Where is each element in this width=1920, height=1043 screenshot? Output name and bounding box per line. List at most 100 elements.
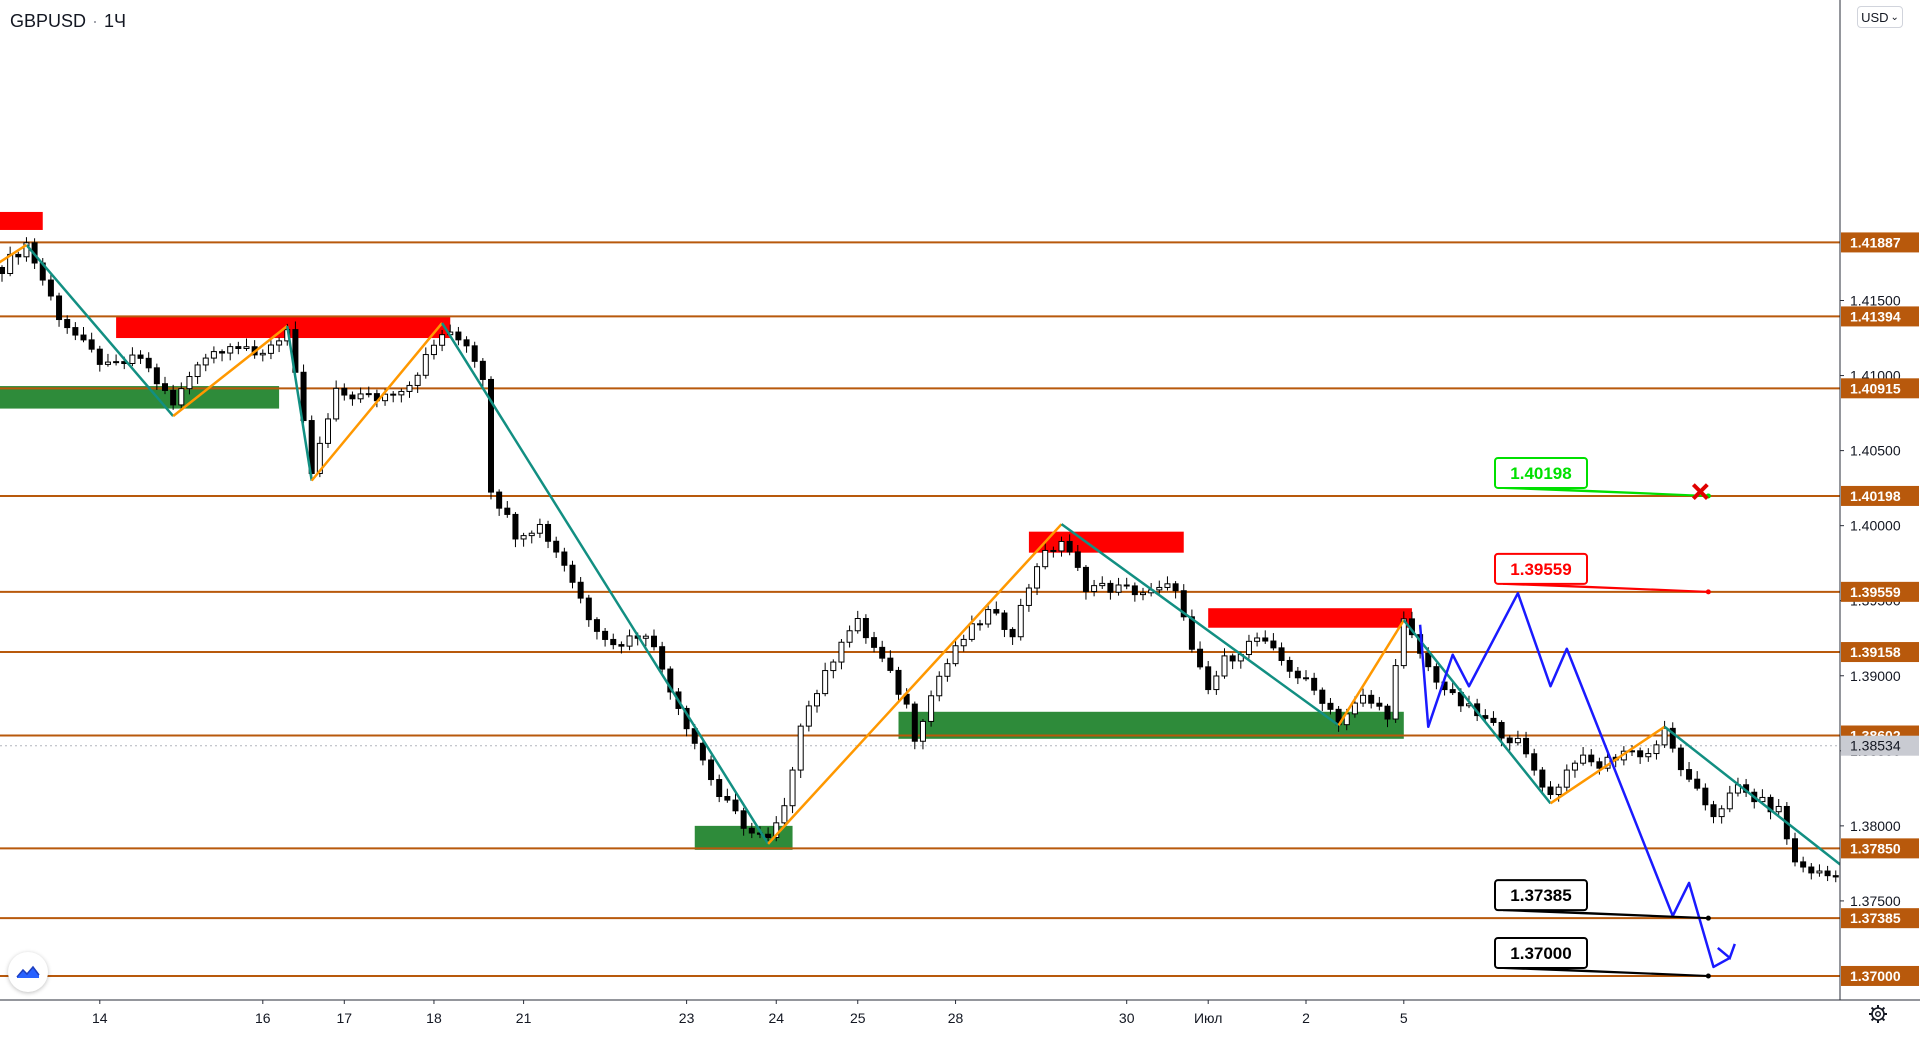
header-separator: · <box>92 10 99 31</box>
callout-box <box>1494 552 1588 585</box>
candle-body <box>626 635 633 647</box>
time-axis-bg <box>0 1000 1920 1038</box>
zones-layer <box>0 211 1412 850</box>
tradingview-logo-icon[interactable] <box>8 952 48 992</box>
candle-body <box>830 661 837 672</box>
candle-body <box>1400 618 1407 667</box>
candle-body <box>1205 666 1212 691</box>
y-tick-label: 1.40000 <box>1850 518 1901 534</box>
candle-body <box>113 361 120 364</box>
candle-body <box>325 418 331 444</box>
gear-shape <box>1869 1005 1887 1023</box>
candle-body <box>659 646 666 670</box>
candle-body <box>1009 628 1016 638</box>
candle-body <box>1034 566 1041 589</box>
level-price-label: 1.41887 <box>1850 234 1901 250</box>
candle-body <box>838 641 845 663</box>
candle-body <box>1800 861 1807 868</box>
candle-body <box>1221 655 1228 677</box>
callout-label: 1.37000 <box>1510 944 1571 963</box>
candle-body <box>1425 652 1432 668</box>
current-price-label: 1.38534 <box>1850 738 1901 754</box>
zigzag-up-leg <box>767 523 1063 845</box>
candle-body <box>365 393 372 396</box>
candle-body <box>1042 549 1049 568</box>
candle-body <box>854 618 861 632</box>
candle-body <box>1767 796 1774 813</box>
x-tick-label: 5 <box>1400 1010 1408 1026</box>
candle-body <box>1270 640 1277 649</box>
zigzag-down-leg <box>1060 523 1340 727</box>
candle-body <box>1017 604 1024 638</box>
candles-layer <box>0 237 1920 917</box>
level-price-label: 1.40915 <box>1850 380 1901 396</box>
gear-icon[interactable] <box>1866 1002 1890 1026</box>
candle-body <box>553 540 560 553</box>
candle-body <box>960 638 967 647</box>
candle-body <box>430 344 437 356</box>
candle-body <box>789 769 796 807</box>
candle-body <box>64 319 71 329</box>
candle-body <box>1637 750 1644 758</box>
currency-dropdown-button[interactable]: USD ⌄ <box>1857 6 1903 28</box>
level-price-label: 1.37000 <box>1850 968 1901 984</box>
candle-body <box>822 670 829 695</box>
candle-body <box>390 393 397 396</box>
candle-body <box>153 367 160 385</box>
candle-body <box>341 387 348 396</box>
level-price-label: 1.37385 <box>1850 910 1901 926</box>
candle-body <box>1099 582 1106 587</box>
candle-body <box>577 581 584 599</box>
candle-body <box>1808 866 1815 874</box>
candle-body <box>1245 640 1252 656</box>
candle-body <box>145 357 152 369</box>
candle-body <box>1596 761 1603 769</box>
x-tick-label: 18 <box>426 1010 442 1026</box>
candle-body <box>276 340 283 346</box>
symbol-name[interactable]: GBPUSD <box>10 10 87 31</box>
candle-body <box>773 822 780 838</box>
candle-body <box>1327 702 1334 710</box>
x-tick-label: 14 <box>92 1010 108 1026</box>
candle-body <box>1653 744 1660 755</box>
candle-body <box>895 669 902 695</box>
candle-body <box>496 491 503 509</box>
candle-body <box>1351 702 1358 715</box>
y-tick-label: 1.37500 <box>1850 893 1901 909</box>
candle-body <box>96 348 103 365</box>
candle-body <box>15 253 22 258</box>
candle-body <box>488 378 494 493</box>
symbol-header[interactable]: GBPUSD · 1Ч <box>6 8 131 34</box>
candle-body <box>545 523 552 542</box>
candle-body <box>708 759 715 781</box>
candle-body <box>1074 551 1081 568</box>
candle-body <box>1368 694 1375 704</box>
candle-body <box>1286 659 1293 672</box>
candle-body <box>1824 870 1831 877</box>
x-tick-label: 23 <box>679 1010 695 1026</box>
candle-body <box>667 668 674 693</box>
resistance-zone <box>0 211 43 230</box>
candle-body <box>104 361 111 365</box>
callout-box <box>1494 879 1588 912</box>
candle-body <box>1645 753 1652 758</box>
candle-body <box>561 551 568 566</box>
resistance-zone <box>1208 608 1412 628</box>
candle-body <box>569 564 576 583</box>
candle-body <box>1702 787 1709 806</box>
candle-body <box>357 393 364 400</box>
candle-body <box>911 703 918 742</box>
zigzag-up-leg <box>310 322 444 482</box>
candle-body <box>422 354 429 376</box>
candle-body <box>479 360 486 380</box>
candle-body <box>1792 838 1798 863</box>
interval-label[interactable]: 1Ч <box>104 10 127 31</box>
candle-body <box>919 720 926 742</box>
callout-anchor <box>1705 973 1711 979</box>
forecast-path <box>1418 591 1731 969</box>
logo-shape <box>16 965 40 978</box>
candle-body <box>928 695 935 722</box>
